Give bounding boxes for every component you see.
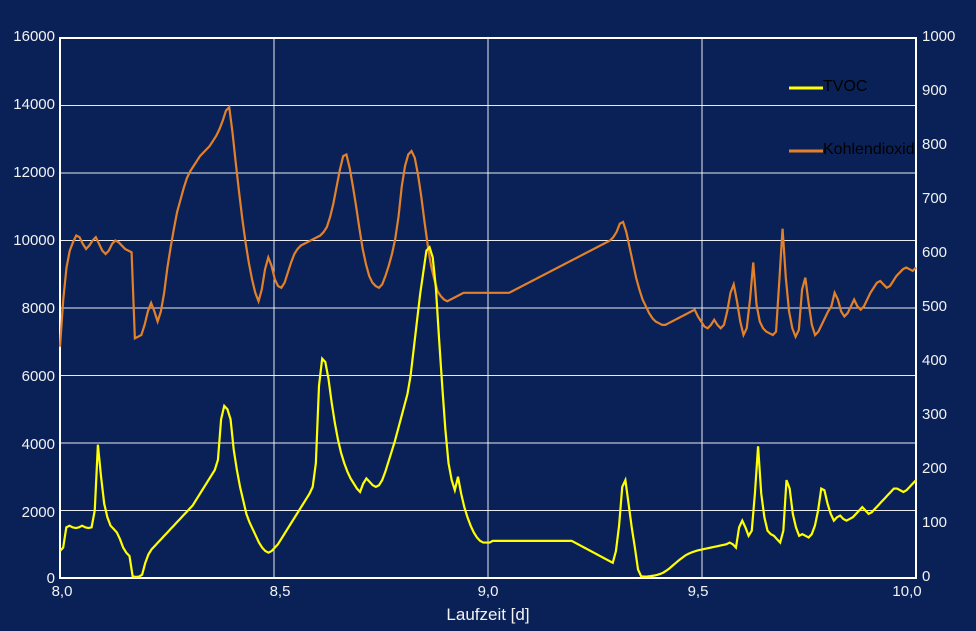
y-axis-left-tick: 4000: [10, 436, 55, 453]
x-axis-tick: 9,0: [468, 583, 508, 600]
x-axis-tick: 10,0: [887, 583, 927, 600]
y-axis-right-tick: 300: [922, 406, 967, 423]
legend-label-tvoc: TVOC: [823, 78, 867, 96]
y-axis-right-tick: 100: [922, 514, 967, 531]
x-axis-tick: 9,5: [678, 583, 718, 600]
y-axis-left-tick: 6000: [10, 368, 55, 385]
legend-label-co2: Kohlendioxid: [823, 141, 915, 159]
x-axis-title: Laufzeit [d]: [0, 605, 976, 625]
y-axis-right-tick: 1000: [922, 28, 967, 45]
y-axis-left-tick: 10000: [10, 232, 55, 249]
y-axis-left-tick: 8000: [10, 300, 55, 317]
y-axis-right-tick: 400: [922, 352, 967, 369]
legend-item-co2: Kohlendioxid: [823, 141, 915, 159]
legend-item-tvoc: TVOC: [823, 78, 867, 96]
y-axis-right-tick: 0: [922, 568, 967, 585]
y-axis-right-tick: 200: [922, 460, 967, 477]
y-axis-right-tick: 700: [922, 190, 967, 207]
y-axis-left-tick: 12000: [10, 164, 55, 181]
y-axis-left-tick: 16000: [10, 28, 55, 45]
y-axis-right-tick: 500: [922, 298, 967, 315]
y-axis-left-tick: 14000: [10, 96, 55, 113]
y-axis-right-tick: 600: [922, 244, 967, 261]
chart-container: 16000 14000 12000 10000 8000 6000 4000 2…: [0, 0, 976, 631]
y-axis-left-tick: 2000: [10, 504, 55, 521]
x-axis-tick: 8,5: [260, 583, 300, 600]
x-axis-tick: 8,0: [42, 583, 82, 600]
y-axis-right-tick: 800: [922, 136, 967, 153]
y-axis-right-tick: 900: [922, 82, 967, 99]
